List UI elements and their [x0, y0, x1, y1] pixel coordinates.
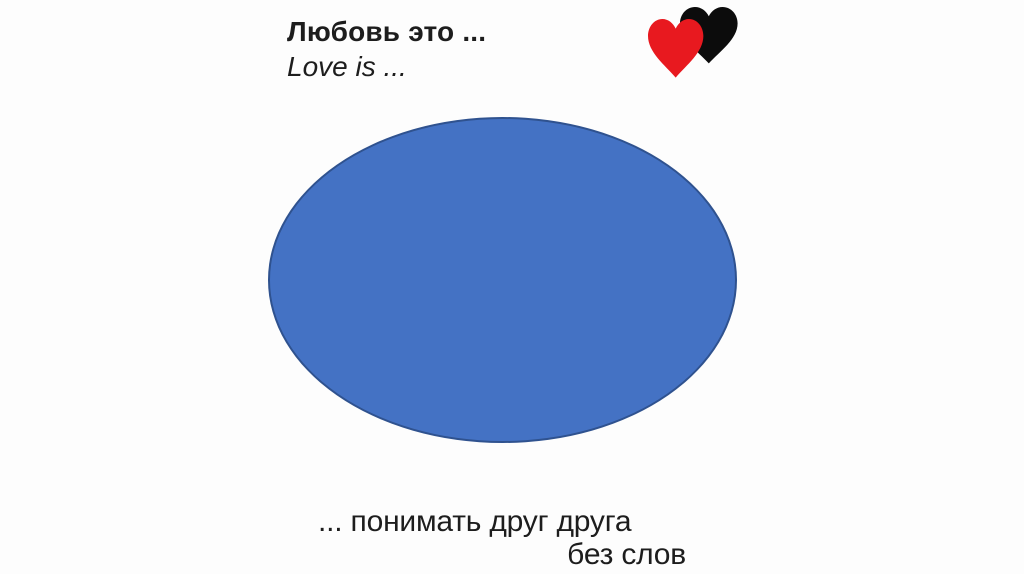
blue-ellipse-shape [268, 117, 737, 443]
title-block: Любовь это ... Love is ... [287, 14, 486, 84]
caption-line-2: без слов [567, 538, 686, 571]
slide-title-russian: Любовь это ... [287, 16, 487, 47]
two-hearts-icon [648, 7, 738, 78]
red-heart-icon [648, 19, 704, 78]
slide-title-english: Love is ... [287, 51, 407, 82]
caption-line-1: ... понимать друг друга [318, 505, 632, 538]
caption-block: ... понимать друг друга без слов [318, 505, 686, 571]
